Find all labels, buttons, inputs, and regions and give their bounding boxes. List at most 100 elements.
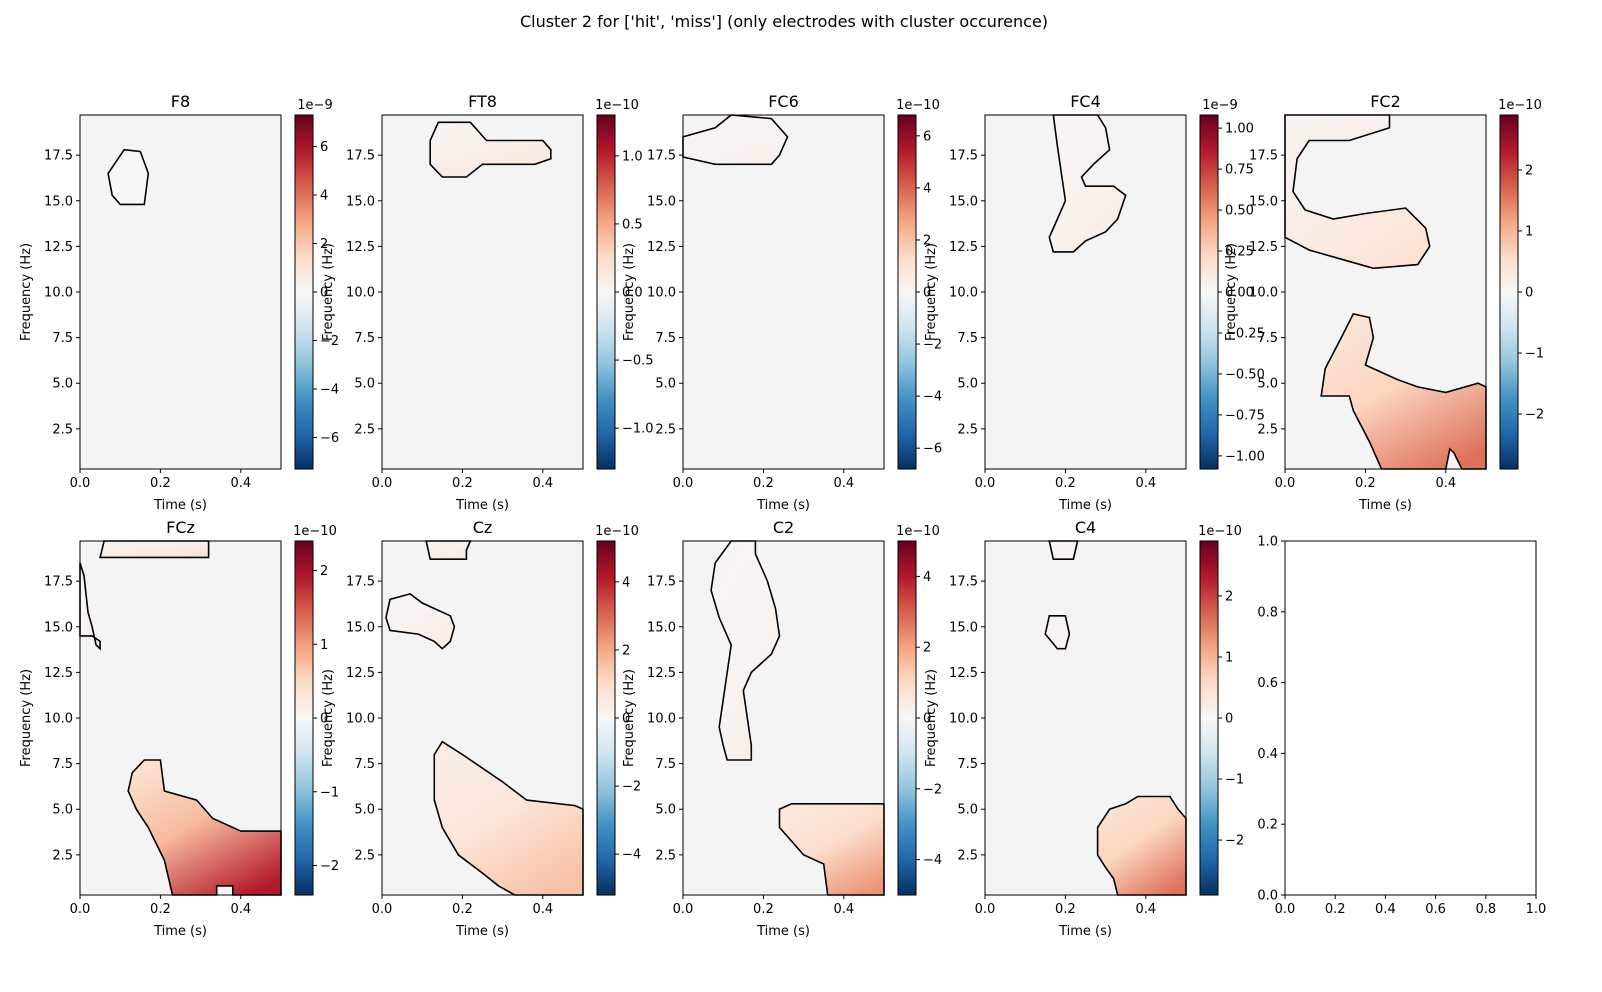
x-axis-label: Time (s) bbox=[1358, 498, 1412, 513]
colorbar-tick-label: 2 bbox=[320, 564, 328, 579]
heatmap-background bbox=[80, 115, 281, 469]
y-tick-label: 10.0 bbox=[44, 286, 73, 301]
y-tick-label: 2.5 bbox=[354, 422, 375, 437]
y-tick-label: 7.5 bbox=[655, 331, 676, 346]
y-tick-label: 0.2 bbox=[1257, 818, 1278, 833]
y-tick-label: 10.0 bbox=[647, 286, 676, 301]
colorbar-tick-label: −2 bbox=[1525, 408, 1544, 423]
x-axis-label: Time (s) bbox=[1058, 498, 1112, 513]
y-tick-label: 5.0 bbox=[655, 377, 676, 392]
colorbar-tick-label: 2 bbox=[622, 643, 630, 658]
colorbar-tick-label: −1.0 bbox=[622, 422, 654, 437]
colorbar bbox=[1200, 541, 1218, 895]
colorbar-tick-label: 2 bbox=[923, 641, 931, 656]
colorbar bbox=[898, 541, 916, 895]
colorbar-tick-label: 0.5 bbox=[622, 217, 643, 232]
colorbar-tick-label: 6 bbox=[923, 129, 931, 144]
y-axis-label: Frequency (Hz) bbox=[924, 669, 939, 767]
colorbar-exponent: 1e−10 bbox=[1498, 98, 1542, 113]
colorbar-tick-label: 4 bbox=[923, 570, 931, 585]
colorbar-tick-label: −4 bbox=[320, 382, 339, 397]
colorbar-tick-label: 4 bbox=[320, 189, 328, 204]
colorbar-tick-label: −1 bbox=[320, 785, 339, 800]
y-tick-label: 7.5 bbox=[957, 757, 978, 772]
colorbar-tick-label: 0.75 bbox=[1225, 163, 1254, 178]
x-tick-label: 0.8 bbox=[1475, 902, 1496, 917]
colorbar-tick-label: −0.5 bbox=[622, 354, 654, 369]
x-axis-label: Time (s) bbox=[455, 498, 509, 513]
y-axis-label: Frequency (Hz) bbox=[924, 243, 939, 341]
y-tick-label: 7.5 bbox=[52, 331, 73, 346]
y-tick-label: 0.4 bbox=[1257, 747, 1278, 762]
y-tick-label: 2.5 bbox=[957, 422, 978, 437]
panel-title: FC4 bbox=[1070, 92, 1101, 111]
colorbar-tick-label: −2 bbox=[320, 859, 339, 874]
y-tick-label: 0.6 bbox=[1257, 676, 1278, 691]
x-tick-label: 0.4 bbox=[230, 476, 251, 491]
colorbar-tick-label: −0.75 bbox=[1225, 408, 1265, 423]
colorbar bbox=[1500, 115, 1518, 469]
colorbar-tick-label: −6 bbox=[320, 431, 339, 446]
y-tick-label: 5.0 bbox=[354, 377, 375, 392]
x-tick-label: 0.0 bbox=[70, 902, 91, 917]
panel-ft8: FT80.0 0.2 0.4Time (s)2.55.07.510.012.515.… bbox=[321, 92, 654, 513]
y-tick-label: 17.5 bbox=[346, 149, 375, 164]
y-tick-label: 2.5 bbox=[957, 848, 978, 863]
colorbar-exponent: 1e−10 bbox=[1198, 524, 1242, 539]
panel-f8: F8 0.0 0.2 0.4 Time (s) 2.5 5.0 7.5 10.0 12.5 15.0… bbox=[19, 92, 339, 513]
panel-title: FCz bbox=[166, 518, 195, 537]
y-tick-label: 2.5 bbox=[52, 422, 73, 437]
x-tick-label: 0.0 bbox=[372, 476, 393, 491]
y-tick-label: 5.0 bbox=[52, 377, 73, 392]
panel-title: FC2 bbox=[1370, 92, 1401, 111]
x-tick-label: 0.2 bbox=[452, 476, 473, 491]
panel-title: F8 bbox=[171, 92, 190, 111]
x-tick-label: 0.0 bbox=[1275, 902, 1296, 917]
x-tick-label: 0.2 bbox=[452, 902, 473, 917]
x-tick-label: 0.0 bbox=[673, 902, 694, 917]
cluster-region bbox=[426, 541, 470, 559]
x-tick-label: 0.4 bbox=[1135, 902, 1156, 917]
x-tick-label: 0.4 bbox=[833, 476, 854, 491]
colorbar-tick-label: 1 bbox=[1525, 224, 1533, 239]
y-axis-label: Frequency (Hz) bbox=[1224, 243, 1239, 341]
y-tick-label: 12.5 bbox=[1249, 240, 1278, 255]
colorbar-tick-label: −1 bbox=[1525, 347, 1544, 362]
colorbar-tick-label: 2 bbox=[1525, 163, 1533, 178]
x-tick-label: 0.4 bbox=[1435, 476, 1456, 491]
colorbar-tick-label: 0 bbox=[1225, 712, 1233, 727]
x-tick-label: 0.2 bbox=[753, 902, 774, 917]
y-tick-label: 5.0 bbox=[52, 803, 73, 818]
colorbar-tick-label: 4 bbox=[622, 575, 630, 590]
panel-title: C2 bbox=[773, 518, 794, 537]
colorbar-tick-label: −6 bbox=[923, 442, 942, 457]
y-tick-label: 10.0 bbox=[647, 712, 676, 727]
colorbar-tick-label: −1.00 bbox=[1225, 449, 1265, 464]
colorbar bbox=[597, 541, 615, 895]
y-axis-label: Frequency (Hz) bbox=[321, 669, 336, 767]
panel-title: FC6 bbox=[768, 92, 799, 111]
colorbar bbox=[295, 541, 313, 895]
y-tick-label: 17.5 bbox=[949, 149, 978, 164]
colorbar-exponent: 1e−9 bbox=[1202, 98, 1237, 113]
y-tick-label: 10.0 bbox=[44, 712, 73, 727]
y-tick-label: 5.0 bbox=[655, 803, 676, 818]
panel-title: C4 bbox=[1075, 518, 1096, 537]
panel-fc6: FC60.0 0.2 0.4Time (s)2.55.07.510.012.515.… bbox=[622, 92, 942, 513]
y-tick-label: 12.5 bbox=[949, 666, 978, 681]
y-tick-label: 10.0 bbox=[949, 286, 978, 301]
x-tick-label: 0.0 bbox=[70, 476, 91, 491]
y-axis-label: Frequency (Hz) bbox=[19, 669, 34, 767]
x-tick-label: 0.4 bbox=[1135, 476, 1156, 491]
colorbar-tick-label: −2 bbox=[622, 780, 641, 795]
y-tick-label: 17.5 bbox=[647, 149, 676, 164]
x-tick-label: 0.0 bbox=[673, 476, 694, 491]
y-tick-label: 17.5 bbox=[346, 575, 375, 590]
colorbar-tick-label: 4 bbox=[923, 181, 931, 196]
y-tick-label: 17.5 bbox=[44, 575, 73, 590]
y-tick-label: 10.0 bbox=[1249, 286, 1278, 301]
y-axis-label: Frequency (Hz) bbox=[19, 243, 34, 341]
y-tick-label: 7.5 bbox=[354, 757, 375, 772]
colorbar-exponent: 1e−10 bbox=[896, 98, 940, 113]
